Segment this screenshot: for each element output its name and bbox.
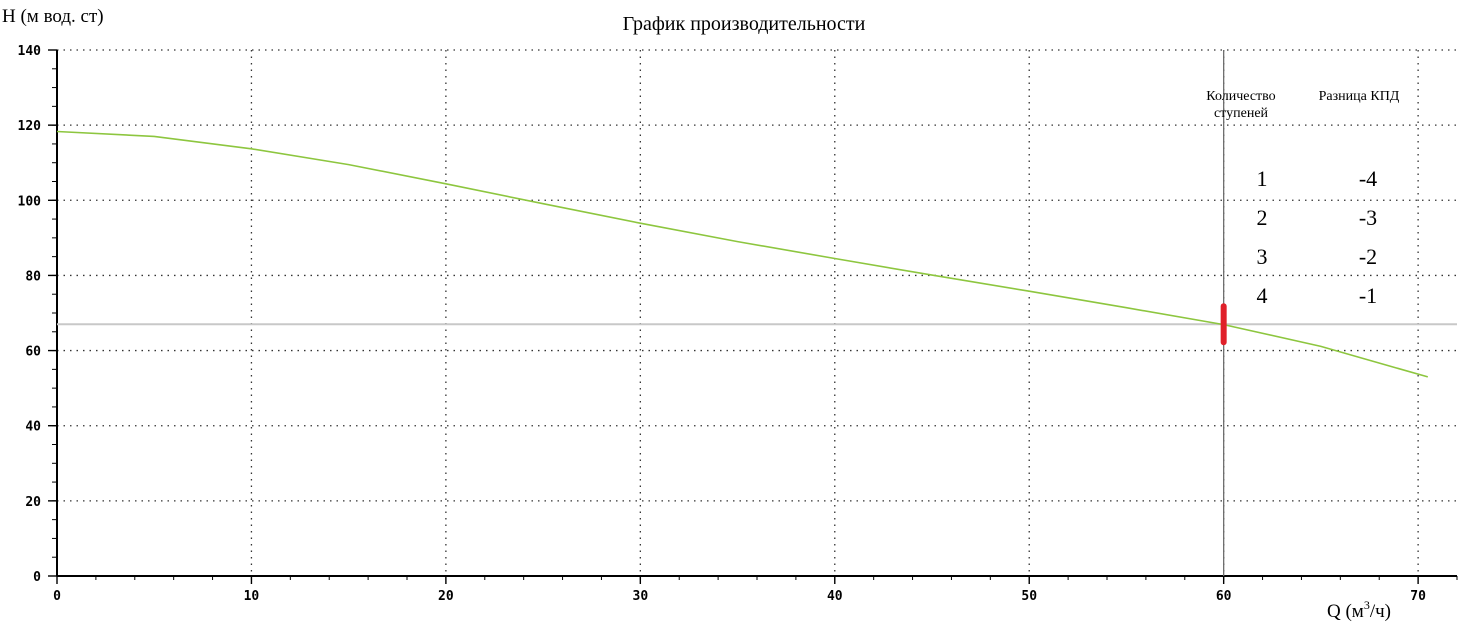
y-tick-label: 40 <box>25 420 41 435</box>
table-cell-efficiency-diff: -3 <box>1359 205 1377 230</box>
table-cell-stages: 4 <box>1257 283 1268 308</box>
x-tick-label: 30 <box>633 589 649 604</box>
x-tick-label: 40 <box>827 589 843 604</box>
x-tick-label: 20 <box>438 589 454 604</box>
table-cell-stages: 1 <box>1257 166 1268 191</box>
x-tick-label: 50 <box>1021 589 1037 604</box>
y-tick-label: 80 <box>25 269 41 284</box>
axes <box>48 49 1458 584</box>
table-header-efficiency-diff: Разница КПД <box>1319 89 1400 104</box>
x-axis-label-suffix: /ч) <box>1370 601 1391 622</box>
table-header-stages-line1: Количество <box>1206 89 1275 104</box>
y-tick-label: 0 <box>33 570 41 585</box>
grid <box>57 49 1457 576</box>
reference-lines <box>57 50 1457 576</box>
x-tick-label: 70 <box>1410 589 1426 604</box>
table-cell-efficiency-diff: -4 <box>1359 166 1377 191</box>
table-header-stages-line2: ступеней <box>1214 106 1269 121</box>
x-axis-label-sup: 3 <box>1364 598 1370 612</box>
y-axis-label: Н (м вод. ст) <box>2 6 104 27</box>
x-tick-label: 10 <box>244 589 260 604</box>
x-tick-label: 0 <box>53 589 61 604</box>
series <box>56 130 1429 378</box>
tick-labels: 0 20 40 60 80 100 120 140 0 10 20 30 40 50 60 70 <box>18 44 1427 604</box>
table-rows: 1 -4 2 -3 3 -2 4 -1 <box>1257 166 1378 308</box>
table-cell-stages: 2 <box>1257 205 1268 230</box>
y-tick-label: 120 <box>18 119 42 134</box>
y-tick-label: 20 <box>25 495 41 510</box>
x-axis-label-prefix: Q (м <box>1327 601 1364 622</box>
y-tick-label: 140 <box>18 44 42 59</box>
chart-title: График производительности <box>623 13 866 35</box>
y-tick-label: 100 <box>18 194 42 209</box>
table-cell-stages: 3 <box>1257 244 1268 269</box>
y-tick-label: 60 <box>25 345 41 360</box>
x-tick-label: 60 <box>1216 589 1232 604</box>
table-cell-efficiency-diff: -2 <box>1359 244 1377 269</box>
x-axis-label: Q (м3/ч) <box>1327 598 1391 622</box>
info-table: Количество ступеней Разница КПД 1 -4 2 -3 3 -… <box>1206 89 1400 308</box>
table-cell-efficiency-diff: -1 <box>1359 283 1377 308</box>
performance-curve <box>56 130 1429 378</box>
